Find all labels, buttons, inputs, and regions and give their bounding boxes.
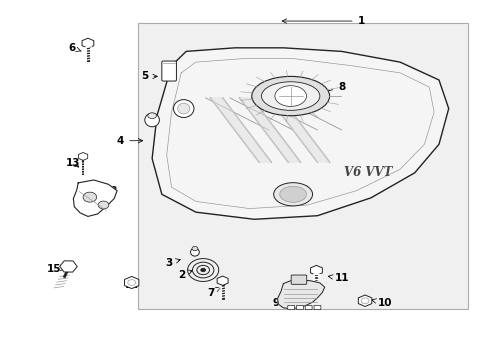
Text: 14: 14 (124, 280, 139, 291)
Circle shape (98, 201, 109, 209)
Text: 9: 9 (272, 298, 285, 308)
Ellipse shape (274, 86, 306, 107)
Text: 1: 1 (282, 16, 364, 26)
Ellipse shape (251, 76, 329, 116)
Polygon shape (210, 98, 271, 162)
Ellipse shape (177, 103, 189, 114)
Polygon shape (277, 280, 324, 309)
FancyBboxPatch shape (296, 305, 303, 310)
Text: 2: 2 (177, 270, 192, 280)
Circle shape (201, 268, 205, 272)
Text: 15: 15 (46, 264, 64, 274)
Text: 8: 8 (319, 82, 345, 94)
Text: 7: 7 (206, 288, 220, 297)
Ellipse shape (273, 183, 312, 206)
Text: 3: 3 (165, 258, 180, 268)
FancyBboxPatch shape (287, 305, 294, 310)
FancyBboxPatch shape (305, 305, 311, 310)
Text: V6 VVT: V6 VVT (344, 166, 392, 179)
Ellipse shape (279, 186, 306, 202)
Ellipse shape (173, 100, 194, 117)
Polygon shape (239, 98, 300, 162)
FancyBboxPatch shape (162, 61, 176, 81)
Ellipse shape (144, 113, 159, 127)
Text: 5: 5 (141, 71, 157, 81)
Text: 12: 12 (100, 186, 118, 196)
Ellipse shape (192, 247, 198, 251)
Bar (137, 23, 467, 309)
Circle shape (83, 192, 97, 202)
FancyBboxPatch shape (313, 305, 320, 310)
Text: 4: 4 (117, 136, 142, 146)
Ellipse shape (147, 113, 156, 118)
Text: 10: 10 (371, 298, 392, 308)
Ellipse shape (261, 82, 319, 111)
Polygon shape (152, 48, 448, 219)
Polygon shape (268, 98, 329, 162)
Text: 11: 11 (327, 273, 348, 283)
Text: 13: 13 (66, 158, 81, 168)
Polygon shape (73, 180, 117, 216)
FancyBboxPatch shape (290, 275, 306, 284)
Text: 6: 6 (68, 43, 81, 53)
Ellipse shape (190, 248, 199, 256)
